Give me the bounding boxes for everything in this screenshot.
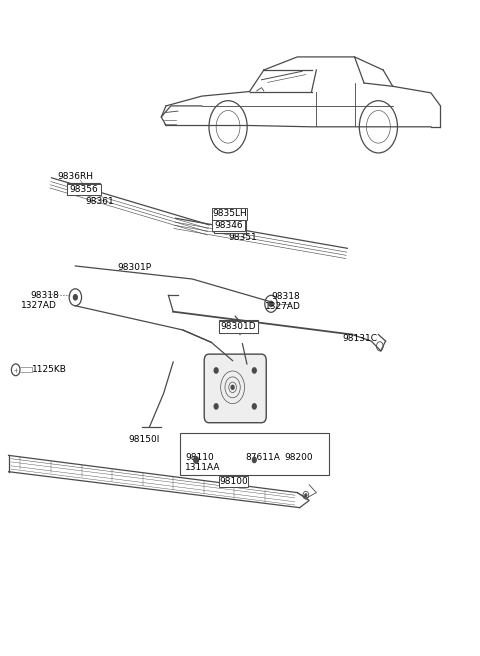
FancyBboxPatch shape bbox=[214, 220, 246, 233]
Text: 98346: 98346 bbox=[214, 221, 243, 230]
Circle shape bbox=[214, 404, 218, 409]
Text: 9836RH: 9836RH bbox=[58, 172, 94, 181]
Circle shape bbox=[73, 295, 77, 300]
Circle shape bbox=[252, 404, 256, 409]
FancyBboxPatch shape bbox=[212, 220, 245, 232]
Circle shape bbox=[252, 368, 256, 373]
Text: 98131C: 98131C bbox=[343, 334, 378, 343]
Text: 98318: 98318 bbox=[272, 292, 300, 301]
Text: 98301D: 98301D bbox=[221, 322, 256, 331]
Text: 1327AD: 1327AD bbox=[22, 300, 57, 310]
FancyBboxPatch shape bbox=[219, 321, 258, 333]
Text: 98100: 98100 bbox=[219, 477, 248, 486]
Circle shape bbox=[214, 368, 218, 373]
FancyBboxPatch shape bbox=[218, 476, 248, 487]
Text: 1311AA: 1311AA bbox=[185, 463, 221, 472]
FancyBboxPatch shape bbox=[67, 184, 101, 195]
FancyBboxPatch shape bbox=[212, 208, 247, 220]
Text: 98318: 98318 bbox=[30, 291, 59, 300]
Text: 1327AD: 1327AD bbox=[265, 302, 301, 311]
Circle shape bbox=[252, 457, 256, 462]
Text: 9835LH: 9835LH bbox=[213, 211, 248, 220]
Text: 1125KB: 1125KB bbox=[32, 365, 67, 375]
Text: 98356: 98356 bbox=[70, 185, 97, 194]
Text: 98150I: 98150I bbox=[129, 434, 160, 443]
Text: 98351: 98351 bbox=[228, 234, 257, 242]
Circle shape bbox=[231, 385, 234, 389]
Text: 98200: 98200 bbox=[284, 453, 313, 462]
Circle shape bbox=[269, 301, 273, 306]
Text: 98361: 98361 bbox=[85, 197, 114, 207]
Text: 98346: 98346 bbox=[216, 222, 244, 232]
Text: 98356: 98356 bbox=[70, 185, 98, 194]
Text: 87611A: 87611A bbox=[246, 453, 281, 462]
Text: 98301D: 98301D bbox=[222, 321, 255, 331]
Text: 98301P: 98301P bbox=[117, 264, 152, 272]
Text: 9835LH: 9835LH bbox=[212, 209, 247, 218]
FancyBboxPatch shape bbox=[67, 183, 100, 195]
FancyBboxPatch shape bbox=[219, 319, 258, 333]
FancyBboxPatch shape bbox=[204, 354, 266, 422]
Text: 98110: 98110 bbox=[185, 453, 214, 462]
Circle shape bbox=[194, 457, 199, 463]
Circle shape bbox=[305, 494, 307, 497]
